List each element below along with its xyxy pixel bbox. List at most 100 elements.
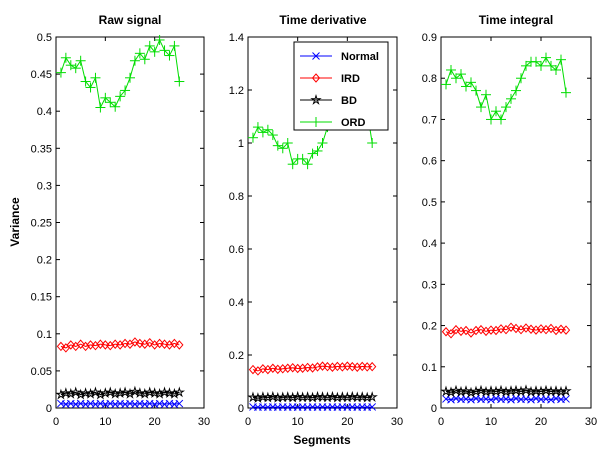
y-tick-label: 0.4 xyxy=(422,238,437,250)
legend-box xyxy=(293,41,389,131)
x-tick-label: 10 xyxy=(292,416,304,428)
data-point-bd xyxy=(144,386,156,398)
data-point-bd xyxy=(550,385,562,396)
series-line-ird xyxy=(60,341,180,349)
x-tick-label: 20 xyxy=(535,416,547,428)
data-point-bd xyxy=(525,385,537,397)
y-tick-label: 0.3 xyxy=(37,180,52,192)
series-bd xyxy=(247,390,378,404)
data-point-ird xyxy=(150,340,159,350)
data-point-ord xyxy=(551,64,561,75)
data-point-ird xyxy=(481,326,491,337)
x-tick-label: 20 xyxy=(341,416,353,428)
data-point-ird xyxy=(348,361,357,372)
y-tick-label: 1.2 xyxy=(229,85,244,97)
data-point-normal xyxy=(368,403,377,411)
data-point-ord xyxy=(317,138,328,148)
data-point-ord xyxy=(491,106,501,117)
x-tick-label: 10 xyxy=(99,416,111,428)
data-point-ird xyxy=(56,341,66,352)
data-point-ord xyxy=(446,64,456,75)
y-tick-label: 0.25 xyxy=(31,218,52,230)
data-point-ord xyxy=(120,85,131,96)
legend-entry-ird: IRD xyxy=(300,73,360,85)
data-point-ird xyxy=(258,364,268,374)
data-point-bd xyxy=(470,385,482,397)
y-tick-label: 0.2 xyxy=(422,321,437,333)
legend-label-normal: Normal xyxy=(341,51,379,63)
data-point-bd xyxy=(356,391,368,402)
data-point-ird xyxy=(556,324,566,335)
data-point-ird xyxy=(170,338,179,349)
legend-label-ird: IRD xyxy=(341,73,360,85)
data-point-ord xyxy=(511,85,521,96)
data-point-bd xyxy=(173,386,186,398)
x-tick-label: 30 xyxy=(198,416,210,428)
data-point-ord xyxy=(125,72,135,83)
data-point-bd xyxy=(267,390,279,402)
data-point-ord xyxy=(154,34,165,45)
data-point-ord xyxy=(60,52,71,63)
series-normal xyxy=(249,403,377,412)
data-point-ird xyxy=(76,339,85,349)
y-tick-label: 0.4 xyxy=(37,106,52,118)
data-point-ird xyxy=(496,324,506,334)
data-point-bd xyxy=(495,384,507,396)
panel-raw-signal: Raw signal 0 0.05 0.1 0.15 0.2 0.25 0.3 0.35 0.4… xyxy=(31,13,211,428)
y-tick-label: 0.8 xyxy=(229,191,244,203)
data-point-normal xyxy=(527,395,535,404)
y-tick-label: 0.2 xyxy=(229,350,244,362)
data-point-ird xyxy=(111,339,120,349)
data-point-ord xyxy=(521,60,531,71)
series-normal xyxy=(57,399,184,409)
data-point-ord xyxy=(451,73,461,84)
data-point-ord xyxy=(307,148,318,159)
data-point-ord xyxy=(257,127,268,138)
data-point-ird xyxy=(551,325,561,336)
y-tick-label: 1 xyxy=(238,138,244,150)
legend-entry-bd: BD xyxy=(300,93,357,107)
data-point-ird xyxy=(441,326,451,337)
data-point-ord xyxy=(159,45,170,56)
data-point-ord xyxy=(556,54,566,65)
plot-area: 0 0.05 0.1 0.15 0.2 0.25 0.3 0.35 0.4 0.45 0.5 0 10 2… xyxy=(31,32,211,428)
data-point-ird xyxy=(521,323,531,333)
data-point-ird xyxy=(96,339,105,349)
data-point-ird xyxy=(368,361,377,372)
data-point-ord xyxy=(546,60,556,71)
series-bd xyxy=(440,384,572,398)
data-point-ord xyxy=(282,138,293,148)
data-point-ird xyxy=(160,339,169,349)
data-point-ird xyxy=(476,324,486,335)
data-point-ird xyxy=(561,325,571,335)
y-tick-label: 0.35 xyxy=(31,143,52,155)
x-axis-label: Segments xyxy=(293,433,351,447)
data-point-ird xyxy=(546,323,556,334)
data-point-ird xyxy=(145,337,154,348)
data-point-ird xyxy=(343,361,352,371)
data-point-bd xyxy=(158,386,171,398)
series-line-ird xyxy=(252,365,373,372)
data-point-ord xyxy=(90,72,101,83)
data-point-bd xyxy=(450,384,462,396)
data-point-bd xyxy=(282,391,294,402)
data-point-bd xyxy=(331,391,344,403)
data-point-ird xyxy=(303,362,312,373)
y-tick-label: 0.3 xyxy=(422,279,437,291)
x-tick-label: 20 xyxy=(149,416,161,428)
panel-title: Time derivative xyxy=(279,13,366,27)
data-point-normal xyxy=(175,399,184,408)
data-point-ird xyxy=(323,361,332,372)
data-point-ord xyxy=(169,40,180,51)
data-point-bd xyxy=(109,387,121,399)
y-tick-label: 0.6 xyxy=(422,156,437,168)
data-point-bd xyxy=(79,387,92,399)
data-point-ord xyxy=(456,69,466,80)
y-tick-label: 0.8 xyxy=(422,73,437,85)
data-point-bd xyxy=(99,387,112,399)
series-line-ird xyxy=(445,326,567,335)
data-point-ird xyxy=(451,324,461,335)
data-point-ird xyxy=(358,361,367,372)
series-ord xyxy=(441,52,571,125)
data-point-ird xyxy=(446,329,456,339)
